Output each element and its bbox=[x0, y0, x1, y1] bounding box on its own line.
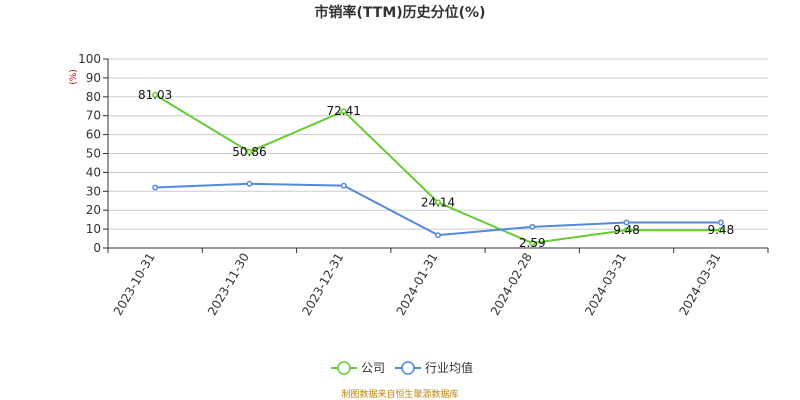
data-point-industry-avg[interactable] bbox=[435, 232, 441, 239]
y-tick-label: 90 bbox=[86, 71, 101, 85]
y-tick-label: 30 bbox=[86, 184, 101, 198]
y-tick-label: 10 bbox=[86, 222, 101, 236]
series-line-company bbox=[154, 93, 721, 245]
data-labels: 81.03 50.86 72.41 24.14 2.59 9.48 9.48 bbox=[138, 88, 734, 250]
grid bbox=[108, 58, 768, 249]
x-tick-label: 2024-03-31 bbox=[582, 251, 629, 318]
axes: 0 10 20 30 40 50 60 70 80 90 100 2023-10-31 2023-11-… bbox=[78, 52, 769, 318]
data-point-industry-avg[interactable] bbox=[529, 223, 536, 230]
data-point-industry-avg[interactable] bbox=[340, 182, 347, 189]
y-tick-label: 50 bbox=[86, 147, 101, 161]
source-footer: 制图数据来自恒生聚源数据库 bbox=[341, 388, 458, 400]
data-point-industry-avg[interactable] bbox=[623, 219, 630, 226]
data-label: 24.14 bbox=[421, 195, 455, 209]
legend[interactable]: 公司 行业均值 bbox=[331, 360, 473, 375]
legend-swatch-marker bbox=[337, 361, 351, 375]
y-tick-label: 100 bbox=[78, 52, 101, 66]
legend-label: 公司 bbox=[361, 361, 385, 375]
data-label: 50.86 bbox=[232, 145, 266, 159]
y-tick-label: 20 bbox=[86, 203, 101, 217]
x-tick-label: 2023-10-31 bbox=[111, 251, 158, 318]
legend-label: 行业均值 bbox=[425, 360, 473, 375]
x-tick-label: 2023-12-31 bbox=[299, 251, 346, 318]
data-point-company[interactable] bbox=[246, 148, 253, 155]
data-point-company[interactable] bbox=[152, 91, 159, 98]
x-tick-label: 2023-11-30 bbox=[205, 251, 252, 318]
data-point-company[interactable] bbox=[340, 108, 347, 115]
data-label: 2.59 bbox=[519, 236, 546, 250]
series bbox=[152, 91, 724, 247]
y-tick-label: 60 bbox=[86, 128, 101, 142]
data-point-company[interactable] bbox=[717, 227, 724, 234]
data-label: 81.03 bbox=[138, 88, 172, 102]
data-label: 9.48 bbox=[707, 223, 734, 237]
data-point-company[interactable] bbox=[623, 227, 630, 234]
y-tick-label: 40 bbox=[86, 165, 101, 179]
data-point-industry-avg[interactable] bbox=[246, 180, 253, 187]
y-tick-label: 80 bbox=[86, 90, 101, 104]
y-axis-unit-label: (%) bbox=[69, 69, 79, 85]
x-tick-label: 2024-02-28 bbox=[488, 251, 535, 318]
legend-item-company[interactable]: 公司 bbox=[331, 361, 385, 375]
x-tick-label: 2024-03-31 bbox=[676, 251, 723, 318]
legend-item-industry-avg[interactable]: 行业均值 bbox=[395, 360, 473, 375]
data-point-company[interactable] bbox=[529, 240, 536, 247]
data-point-company[interactable] bbox=[435, 199, 441, 206]
data-point-industry-avg[interactable] bbox=[152, 184, 159, 191]
y-tick-label: 0 bbox=[93, 241, 101, 255]
data-label: 72.41 bbox=[327, 104, 361, 118]
x-tick-label: 2024-01-31 bbox=[394, 251, 441, 318]
data-point-industry-avg[interactable] bbox=[717, 219, 724, 226]
data-label: 9.48 bbox=[613, 223, 640, 237]
y-tick-label: 70 bbox=[86, 109, 101, 123]
chart-title: 市销率(TTM)历史分位(%) bbox=[315, 4, 486, 21]
legend-swatch-marker bbox=[401, 361, 415, 375]
